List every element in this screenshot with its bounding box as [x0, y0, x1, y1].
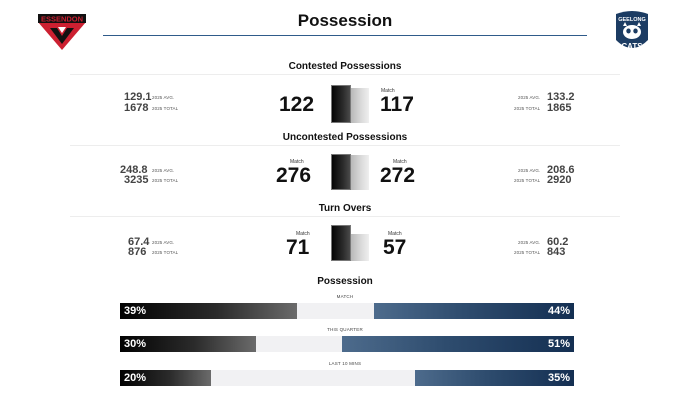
- away-match-bar: [351, 88, 369, 123]
- away-match-label: Match: [393, 159, 407, 165]
- away-possession-label: 51%: [547, 338, 570, 350]
- away-avg-label: 2025 AVG.: [518, 240, 541, 245]
- stat-row-uncontested: 248.8 2025 AVG. 3235 2025 TOTAL Match 27…: [0, 150, 690, 214]
- possession-bar-last10: 20% 35%: [120, 370, 574, 386]
- away-avg-label: 2025 AVG.: [518, 95, 541, 100]
- title-divider: [103, 35, 587, 36]
- away-match-value: 117: [380, 93, 414, 116]
- home-avg-label: 2025 AVG.: [152, 168, 175, 173]
- svg-text:ESSENDON: ESSENDON: [41, 15, 83, 24]
- away-possession-fill: 35%: [415, 370, 574, 386]
- home-match-label: Match: [290, 159, 304, 165]
- away-total-value: 843: [547, 246, 566, 258]
- away-avg-value: 208.6: [547, 164, 575, 176]
- home-match-value: 122: [279, 93, 315, 116]
- home-avg-label: 2025 AVG.: [152, 95, 175, 100]
- svg-text:CATS: CATS: [621, 42, 643, 51]
- home-total-label: 2025 TOTAL: [152, 178, 179, 183]
- away-possession-label: 44%: [547, 305, 570, 317]
- home-possession-fill: 39%: [120, 303, 298, 319]
- section-divider: [70, 216, 620, 217]
- away-avg-value: 133.2: [547, 91, 575, 103]
- home-possession-fill: 20%: [120, 370, 211, 386]
- home-possession-label: 20%: [124, 372, 147, 384]
- page-header: ESSENDON Possession GEELONG CATS: [0, 0, 690, 51]
- home-match-bar: [331, 85, 351, 123]
- stat-row-turnovers: 67.4 2025 AVG. 876 2025 TOTAL Match 71 M…: [0, 222, 690, 286]
- bar-caption-quarter: THIS QUARTER: [327, 327, 363, 332]
- home-avg-value: 129.1: [124, 91, 152, 103]
- away-total-label: 2025 TOTAL: [514, 178, 541, 183]
- home-total-label: 2025 TOTAL: [152, 106, 179, 111]
- svg-text:GEELONG: GEELONG: [618, 17, 646, 23]
- home-match-value: 276: [276, 164, 312, 187]
- home-total-value: 876: [128, 246, 147, 258]
- away-possession-label: 35%: [547, 372, 570, 384]
- home-avg-value: 248.8: [120, 164, 148, 176]
- page-title: Possession: [297, 11, 393, 30]
- home-match-label: Match: [296, 231, 310, 237]
- home-possession-label: 39%: [124, 305, 147, 317]
- away-total-label: 2025 TOTAL: [514, 250, 541, 255]
- away-avg-label: 2025 AVG.: [518, 168, 541, 173]
- section-divider: [70, 145, 620, 146]
- home-avg-label: 2025 AVG.: [152, 240, 175, 245]
- bar-caption-match: MATCH: [336, 294, 354, 299]
- home-match-bar: [331, 225, 351, 261]
- home-total-label: 2025 TOTAL: [152, 250, 179, 255]
- section-title-turnovers: Turn Overs: [318, 203, 372, 214]
- away-match-value: 57: [383, 236, 407, 259]
- possession-bar-quarter: 30% 51%: [120, 336, 574, 352]
- away-total-label: 2025 TOTAL: [514, 106, 541, 111]
- bar-caption-last10: LAST 10 MINS: [328, 361, 362, 366]
- away-possession-fill: 51%: [342, 336, 574, 352]
- possession-title: Possession: [317, 276, 373, 287]
- away-total-value: 2920: [547, 174, 572, 186]
- section-title-uncontested: Uncontested Possessions: [282, 132, 408, 143]
- home-match-value: 71: [286, 236, 310, 259]
- home-total-value: 1678: [124, 102, 149, 114]
- away-match-label: Match: [388, 231, 402, 237]
- away-avg-value: 60.2: [547, 236, 569, 248]
- section-title-contested: Contested Possessions: [288, 61, 402, 72]
- home-possession-label: 30%: [124, 338, 147, 350]
- home-possession-fill: 30%: [120, 336, 257, 352]
- essendon-logo: ESSENDON: [36, 12, 88, 52]
- home-total-value: 3235: [124, 174, 149, 186]
- home-match-bar: [331, 154, 351, 190]
- away-total-value: 1865: [547, 102, 572, 114]
- away-possession-fill: 44%: [374, 303, 574, 319]
- geelong-logo: GEELONG CATS: [612, 10, 652, 58]
- section-divider: [70, 74, 620, 75]
- home-avg-value: 67.4: [128, 236, 150, 248]
- away-match-label: Match: [381, 88, 395, 94]
- possession-bar-match: 39% 44%: [120, 303, 574, 319]
- stat-row-contested: 129.1 2025 AVG. 1678 2025 TOTAL 122 Matc…: [0, 80, 690, 144]
- away-match-bar: [351, 234, 369, 261]
- away-match-bar: [351, 155, 369, 190]
- away-match-value: 272: [380, 164, 416, 187]
